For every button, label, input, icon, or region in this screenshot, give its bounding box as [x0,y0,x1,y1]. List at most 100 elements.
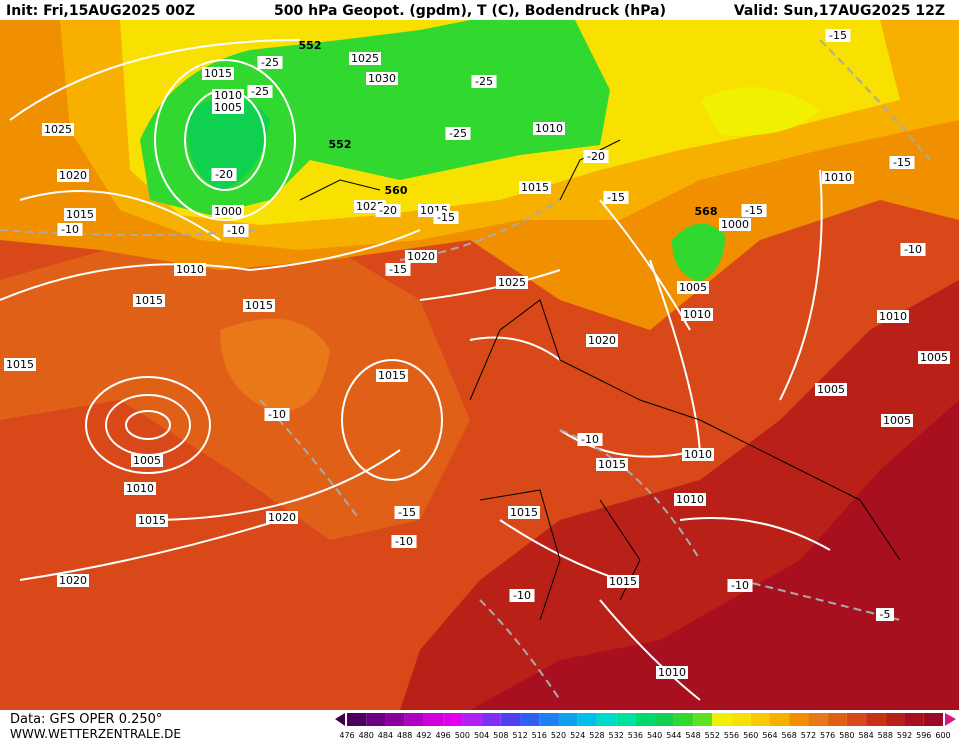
temperature-label-text: -10 [731,579,749,592]
isobar-label-text: 1020 [407,250,435,263]
isobar-label: 1015 [133,294,165,307]
height-label: 560 [385,184,408,197]
legend-swatch [750,713,770,726]
isobar-label-text: 1010 [683,308,711,321]
legend-swatch [846,713,867,726]
isobar-label: 1025 [42,123,74,136]
isobar-label: 1025 [496,276,528,289]
isobar-label-text: 1000 [721,218,749,231]
isobar-label-text: 1005 [817,383,845,396]
isobar-label: 1000 [719,218,751,231]
isobar-label-box [674,493,706,506]
temperature-label: -10 [57,223,83,236]
temperature-label-text: -15 [389,263,407,276]
isobar-label: 1020 [405,250,437,263]
isobar-label-text: 1030 [368,72,396,85]
legend-tick-label: 552 [705,731,720,740]
isobar-label-text: 1010 [658,666,686,679]
temperature-label: -15 [889,156,915,169]
isobar-label: 1010 [681,308,713,321]
temperature-label: -10 [223,224,249,237]
isobar-label-box [719,218,751,231]
isobar-label-text: 1025 [44,123,72,136]
legend-tick-label: 512 [512,731,527,740]
legend-tick-label: 544 [666,731,681,740]
legend-swatch [404,713,424,726]
isobar-label-text: 1010 [176,263,204,276]
temperature-label-box [57,223,83,236]
temperature-label-box [385,263,411,276]
legend-tick-label: 496 [435,731,450,740]
temperature-label: -10 [577,433,603,446]
height-label: 568 [695,205,718,218]
isobar-label: 1015 [64,208,96,221]
legend-tick-label: 540 [647,731,662,740]
temperature-label-text: -25 [475,75,493,88]
isobar-label: 1010 [174,263,206,276]
legend-swatch [347,713,367,726]
isobar-label: 1000 [212,205,244,218]
isobar-label-text: 1005 [883,414,911,427]
height-label: 552 [299,39,322,52]
isobar-label-box [64,208,96,221]
isobar-label-text: 1015 [245,299,273,312]
legend-tick-label: 564 [762,731,777,740]
temperature-label-text: -15 [745,204,763,217]
legend-tick-label: 580 [839,731,854,740]
temperature-label-text: -15 [437,211,455,224]
temperature-label-box [583,150,609,163]
legend-tick-label: 592 [897,731,912,740]
isobar-label-text: 1020 [588,334,616,347]
legend-tick-label: 572 [801,731,816,740]
temperature-label-text: -20 [215,168,233,181]
isobar-label: 1005 [815,383,847,396]
legend-tick-label: 536 [628,731,643,740]
temperature-label-text: -20 [379,204,397,217]
temperature-label-text: -25 [449,127,467,140]
temperature-label: -20 [211,168,237,181]
isobar-label-box [133,294,165,307]
isobar-label-box [131,454,163,467]
temperature-label-box [223,224,249,237]
legend-tick-label: 476 [339,731,354,740]
temperature-label-box [889,156,915,169]
isobar-label-box [508,506,540,519]
legend-swatch [366,713,386,726]
isobar-label-text: 1010 [535,122,563,135]
temperature-label-text: -20 [587,150,605,163]
legend-swatch [520,713,540,726]
temperature-label-box [900,243,926,256]
temperature-label-text: -10 [268,408,286,421]
legend-swatch [500,713,521,726]
temperature-label: -15 [603,191,629,204]
isobar-label: 1015 [136,514,168,527]
temperature-label: -15 [825,29,851,42]
legend-swatch [827,713,847,726]
isobar-label-text: 1010 [824,171,852,184]
temperature-label-text: -25 [261,56,279,69]
temperature-label-text: -10 [227,224,245,237]
temperature-label: -15 [741,204,767,217]
legend-tick-label: 600 [935,731,950,740]
legend-swatch [596,713,617,726]
legend-swatch [616,713,636,726]
init-time: Init: Fri,15AUG2025 00Z [6,3,195,19]
legend-tick-label: 532 [609,731,624,740]
legend-tick-label: 508 [493,731,508,740]
legend-tick-label: 596 [916,731,931,740]
isobar-label-text: 1015 [521,181,549,194]
isobar-label: 1005 [918,351,950,364]
legend-swatch [731,713,751,726]
temperature-label: -10 [391,535,417,548]
isobar-label: 1020 [57,169,89,182]
legend-swatch [654,713,674,726]
temperature-label: -10 [900,243,926,256]
isobar-label: 1015 [596,458,628,471]
map [0,20,959,710]
temperature-label-box [825,29,851,42]
height-label: 552 [329,138,352,151]
isobar-label-text: 1020 [59,169,87,182]
temperature-label: -15 [394,506,420,519]
legend-swatch [712,713,732,726]
temperature-label: -5 [876,608,894,621]
